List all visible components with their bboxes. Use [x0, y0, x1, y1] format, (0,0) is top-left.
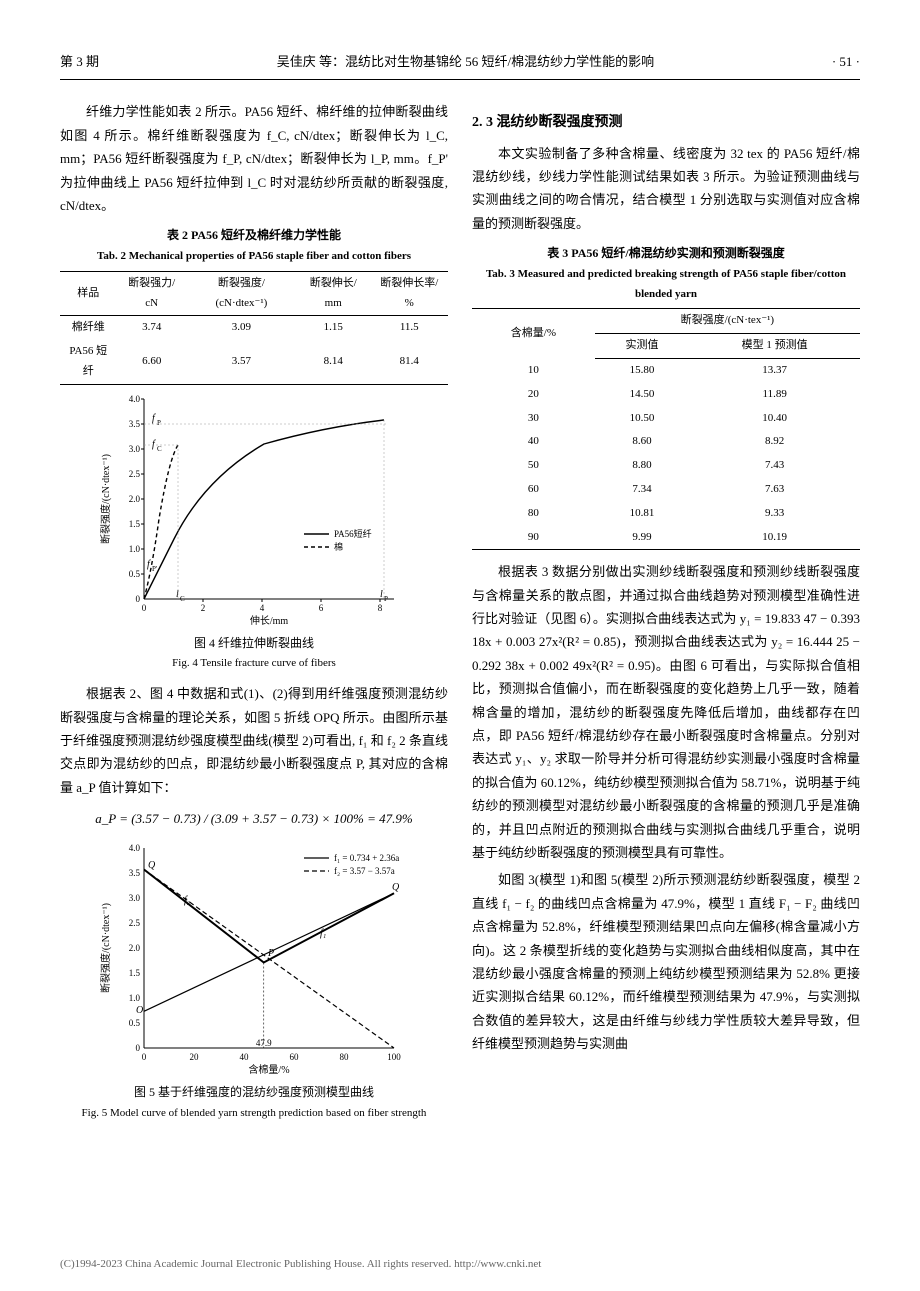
table2-caption-cn: 表 2 PA56 短纤及棉纤维力学性能: [60, 225, 448, 247]
table3-caption-cn: 表 3 PA56 短纤/棉混纺纱实测和预测断裂强度: [472, 243, 860, 265]
svg-text:100: 100: [387, 1052, 401, 1062]
fig5-caption-en: Fig. 5 Model curve of blended yarn stren…: [60, 1104, 448, 1124]
svg-text:0: 0: [142, 1052, 147, 1062]
page-footer: (C)1994-2023 China Academic Journal Elec…: [60, 1255, 541, 1275]
svg-text:棉: 棉: [334, 541, 343, 552]
table2: 样品 断裂强力/ cN 断裂强度/ (cN·dtex⁻¹) 断裂伸长/ mm 断…: [60, 271, 448, 385]
t3-sh1: 模型 1 预测值: [689, 334, 860, 359]
t2-h0: 样品: [60, 271, 117, 316]
svg-text:3.0: 3.0: [129, 444, 141, 454]
svg-text:2.5: 2.5: [129, 918, 141, 928]
t3-sh0: 实测值: [595, 334, 690, 359]
table-row: 909.9910.19: [472, 526, 860, 550]
svg-text:f: f: [152, 439, 156, 450]
table2-caption-en: Tab. 2 Mechanical properties of PA56 sta…: [60, 247, 448, 267]
header-center: 吴佳庆 等：混纺比对生物基锦纶 56 短纤/棉混纺纱力学性能的影响: [277, 50, 654, 73]
svg-text:l: l: [176, 589, 179, 600]
svg-text:含棉量/%: 含棉量/%: [248, 1063, 289, 1076]
figure5-chart: 0 0.5 1.0 1.5 2.0 2.5 3.0 3.5 4.0 0 20 4…: [94, 838, 414, 1078]
svg-text:3.5: 3.5: [129, 868, 141, 878]
svg-text:P': P': [152, 565, 157, 573]
fig4-caption-en: Fig. 4 Tensile fracture curve of fibers: [60, 654, 448, 674]
svg-text:Q: Q: [148, 860, 156, 871]
svg-text:80: 80: [340, 1052, 350, 1062]
fig4-caption-cn: 图 4 纤维拉伸断裂曲线: [60, 633, 448, 655]
table3-caption-en: Tab. 3 Measured and predicted breaking s…: [472, 265, 860, 305]
svg-text:f₁: f₁: [320, 928, 326, 939]
left-column: 纤维力学性能如表 2 所示。PA56 短纤、棉纤维的拉伸断裂曲线如图 4 所示。…: [60, 100, 448, 1131]
t3-h1: 断裂强度/(cN·tex⁻¹): [595, 309, 860, 334]
right-para3: 如图 3(模型 1)和图 5(模型 2)所示预测混纺纱断裂强度，模型 2 直线 …: [472, 868, 860, 1055]
svg-text:0: 0: [136, 594, 141, 604]
svg-text:f₁ = 0.734 + 2.36a: f₁ = 0.734 + 2.36a: [334, 853, 399, 863]
svg-text:2.0: 2.0: [129, 494, 141, 504]
table-row: 607.347.63: [472, 478, 860, 502]
right-para2: 根据表 3 数据分别做出实测纱线断裂强度和预测纱线断裂强度与含棉量关系的散点图，…: [472, 560, 860, 864]
section-2-3-title: 2. 3 混纺纱断裂强度预测: [472, 110, 860, 135]
t2-h2: 断裂强度/ (cN·dtex⁻¹): [187, 271, 296, 316]
svg-text:Q: Q: [392, 882, 400, 893]
svg-text:1.5: 1.5: [129, 968, 141, 978]
svg-text:8: 8: [378, 603, 383, 613]
formula-ap: a_P = (3.57 − 0.73) / (3.09 + 3.57 − 0.7…: [60, 807, 448, 830]
svg-text:PA56短纤: PA56短纤: [334, 528, 372, 539]
t2-h1: 断裂强力/ cN: [117, 271, 187, 316]
svg-text:20: 20: [190, 1052, 200, 1062]
fig5-caption-cn: 图 5 基于纤维强度的混纺纱强度预测模型曲线: [60, 1082, 448, 1104]
svg-text:2: 2: [201, 603, 206, 613]
svg-text:4.0: 4.0: [129, 394, 141, 404]
header-left: 第 3 期: [60, 50, 99, 73]
svg-text:0.5: 0.5: [129, 569, 141, 579]
table-row: 棉纤维 3.74 3.09 1.15 11.5: [60, 316, 448, 340]
figure4-chart: 0 0.5 1.0 1.5 2.0 2.5 3.0 3.5 4.0: [94, 389, 414, 629]
svg-text:3.0: 3.0: [129, 893, 141, 903]
svg-text:f: f: [152, 413, 156, 424]
table3: 含棉量/% 断裂强度/(cN·tex⁻¹) 实测值 模型 1 预测值 1015.…: [472, 308, 860, 550]
svg-text:47.9: 47.9: [256, 1038, 272, 1048]
svg-text:0: 0: [142, 603, 147, 613]
intro-para: 纤维力学性能如表 2 所示。PA56 短纤、棉纤维的拉伸断裂曲线如图 4 所示。…: [60, 100, 448, 217]
svg-text:4.0: 4.0: [129, 843, 141, 853]
table-row: 508.807.43: [472, 454, 860, 478]
svg-text:2.0: 2.0: [129, 943, 141, 953]
svg-text:2.5: 2.5: [129, 469, 141, 479]
svg-text:P: P: [157, 419, 161, 427]
svg-text:C: C: [180, 595, 185, 603]
table-row: 408.608.92: [472, 430, 860, 454]
svg-text:l: l: [380, 589, 383, 600]
svg-text:O: O: [136, 1005, 143, 1016]
svg-text:1.0: 1.0: [129, 993, 141, 1003]
table-row: 8010.819.33: [472, 502, 860, 526]
mid-para: 根据表 2、图 4 中数据和式(1)、(2)得到用纤维强度预测混纺纱断裂强度与含…: [60, 682, 448, 799]
svg-text:3.5: 3.5: [129, 419, 141, 429]
svg-text:P: P: [384, 595, 388, 603]
page-header: 第 3 期 吴佳庆 等：混纺比对生物基锦纶 56 短纤/棉混纺纱力学性能的影响 …: [60, 50, 860, 80]
svg-text:1.0: 1.0: [129, 544, 141, 554]
t2-h3: 断裂伸长/ mm: [296, 271, 370, 316]
svg-text:0: 0: [136, 1043, 141, 1053]
svg-text:0.5: 0.5: [129, 1018, 141, 1028]
svg-text:f₂: f₂: [184, 895, 191, 906]
svg-text:断裂强度/(cN·dtex⁻¹): 断裂强度/(cN·dtex⁻¹): [99, 903, 112, 993]
svg-text:6: 6: [319, 603, 324, 613]
table-row: 3010.5010.40: [472, 407, 860, 431]
svg-text:1.5: 1.5: [129, 519, 141, 529]
svg-text:40: 40: [240, 1052, 250, 1062]
right-para1: 本文实验制备了多种含棉量、线密度为 32 tex 的 PA56 短纤/棉混纺纱线…: [472, 142, 860, 236]
svg-text:60: 60: [290, 1052, 300, 1062]
table-row: 1015.8013.37: [472, 358, 860, 382]
svg-text:4: 4: [260, 603, 265, 613]
t2-h4: 断裂伸长率/ %: [370, 271, 448, 316]
svg-text:伸长/mm: 伸长/mm: [250, 615, 289, 627]
t3-h0: 含棉量/%: [472, 309, 595, 359]
svg-text:f₂ = 3.57 − 3.57a: f₂ = 3.57 − 3.57a: [334, 866, 395, 876]
header-right: · 51 ·: [832, 50, 860, 73]
svg-text:C: C: [157, 445, 162, 453]
svg-text:P: P: [267, 948, 274, 959]
table-row: PA56 短纤 6.60 3.57 8.14 81.4: [60, 340, 448, 384]
table-row: 2014.5011.89: [472, 383, 860, 407]
svg-text:断裂强度/(cN·dtex⁻¹): 断裂强度/(cN·dtex⁻¹): [99, 454, 112, 544]
right-column: 2. 3 混纺纱断裂强度预测 本文实验制备了多种含棉量、线密度为 32 tex …: [472, 100, 860, 1131]
